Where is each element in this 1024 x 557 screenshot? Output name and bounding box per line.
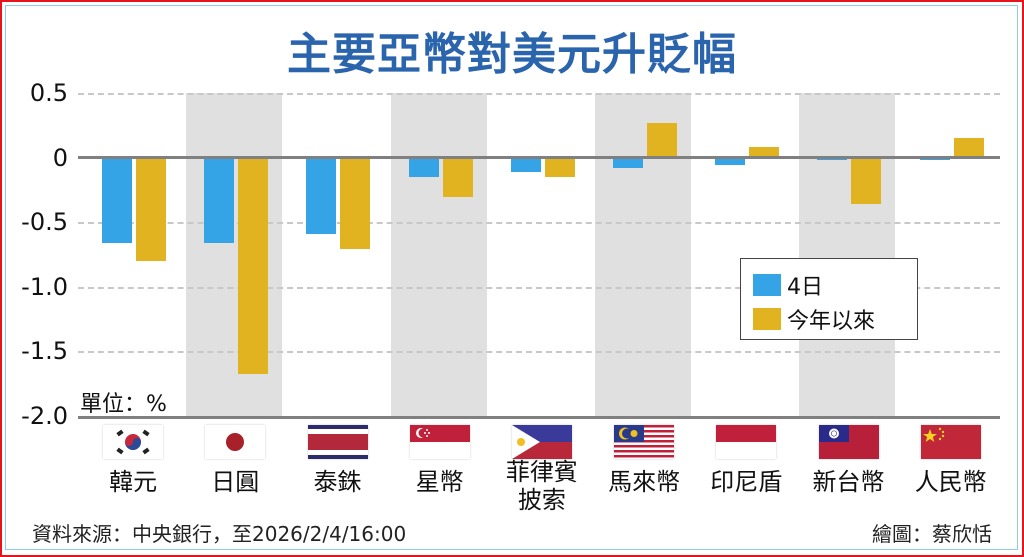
bar-ytd (851, 157, 882, 204)
bar-ytd (749, 147, 780, 158)
philippines-flag-icon (511, 425, 572, 459)
column-shade (799, 93, 896, 416)
column-shade (390, 93, 487, 416)
bar-4day (306, 157, 337, 234)
chart-title: 主要亞幣對美元升貶幅 (287, 29, 737, 80)
legend-item-4day: 4日 (753, 269, 823, 301)
category-label: 馬來幣 (608, 468, 681, 496)
legend: 4日 今年以來 (740, 258, 918, 340)
y-tick-label: -0.5 (21, 208, 68, 236)
category-label: 泰銖 (313, 468, 362, 496)
y-tick-label: -1.0 (21, 272, 68, 301)
bar-ytd (647, 122, 677, 158)
category-label: 人民幣 (914, 468, 987, 496)
japan-flag-icon (205, 425, 266, 459)
bar-ytd (953, 138, 984, 158)
bar-4day (408, 157, 439, 177)
zero-line (78, 156, 1000, 159)
x-axis-baseline (78, 416, 1000, 419)
singapore-flag-icon (409, 425, 470, 459)
bar-ytd (340, 157, 371, 250)
bar-4day (613, 157, 643, 168)
malaysia-flag-icon (614, 425, 675, 459)
bar-ytd (544, 157, 575, 177)
bar-ytd (238, 157, 269, 375)
bar-4day (204, 157, 235, 243)
category-label-line1: 菲律賓 (505, 458, 578, 486)
china-flag-icon (920, 425, 981, 459)
category-label: 韓元 (109, 468, 158, 496)
thailand-flag-icon (307, 425, 368, 459)
y-tick-label: -2.0 (21, 401, 68, 430)
korea-flag-icon (103, 425, 164, 459)
legend-swatch-gold (753, 308, 781, 330)
y-tick-label: -1.5 (21, 337, 68, 365)
category-label: 日圓 (211, 468, 260, 496)
credit-note: 繪圖：蔡欣恬 (872, 522, 992, 546)
taiwan-flag-icon (818, 425, 879, 459)
y-tick-label: 0.5 (29, 79, 68, 107)
category-label-line2: 披索 (517, 486, 566, 514)
legend-label: 4日 (787, 275, 823, 300)
unit-label: 單位：% (80, 392, 167, 417)
inner-frame (5, 5, 1018, 550)
bar-ytd (136, 157, 166, 261)
bar-4day (715, 157, 746, 166)
y-tick-label: 0 (52, 143, 68, 172)
legend-item-ytd: 今年以來 (753, 303, 875, 335)
category-label: 印尼盾 (710, 468, 783, 496)
source-note: 資料來源：中央銀行，至2026/2/4/16:00 (32, 522, 407, 546)
bar-ytd (442, 157, 473, 198)
category-label: 新台幣 (812, 468, 885, 496)
bar-4day (510, 157, 541, 172)
gridline (78, 93, 1000, 95)
category-label: 菲律賓 披索 (492, 458, 592, 514)
category-label: 星幣 (415, 468, 464, 496)
gridline (78, 222, 1000, 224)
legend-swatch-blue (753, 274, 781, 296)
gridline (78, 286, 1000, 289)
bar-4day (102, 157, 132, 243)
indonesia-flag-icon (716, 425, 777, 459)
gridline (78, 351, 1000, 353)
legend-label: 今年以來 (787, 309, 876, 334)
